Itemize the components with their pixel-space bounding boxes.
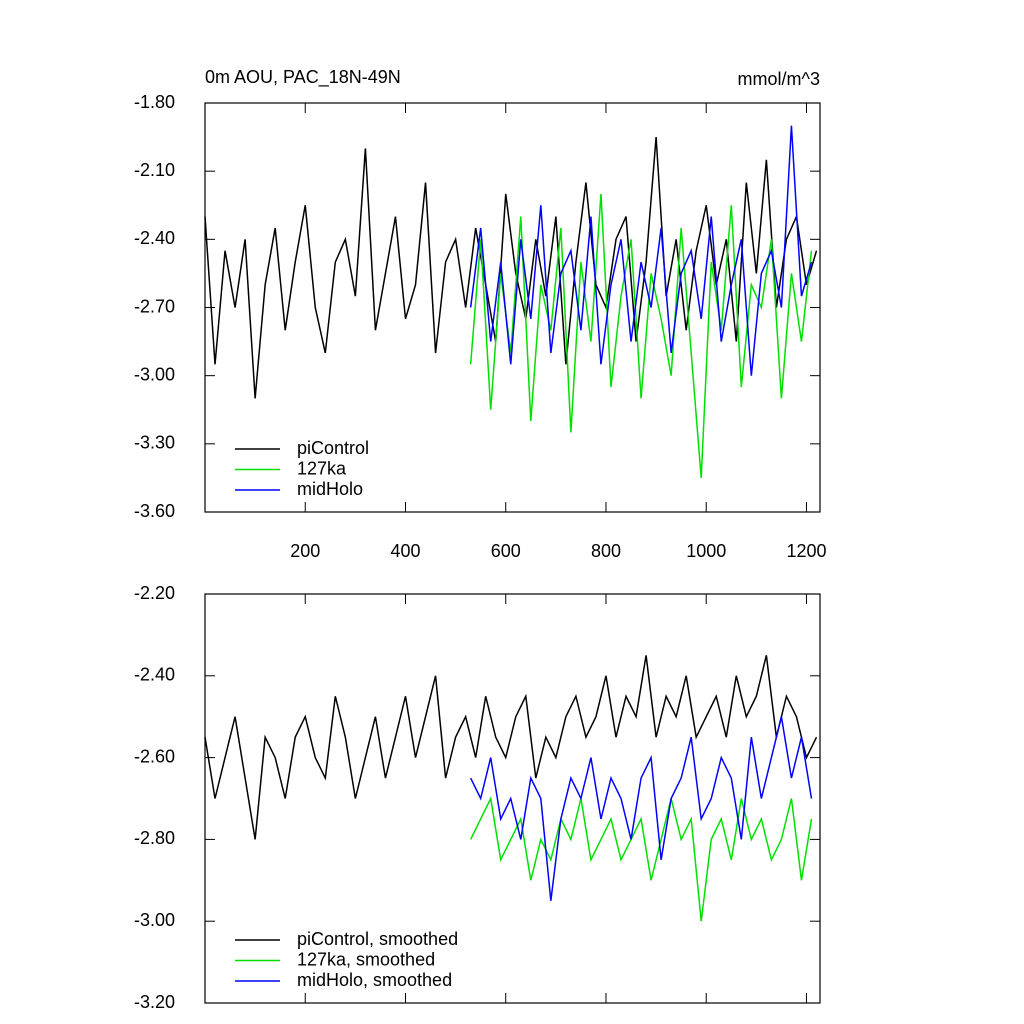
y-tick-label: -3.30: [134, 433, 175, 453]
legend-label: 127ka, smoothed: [297, 949, 435, 969]
x-tick-label: 600: [491, 541, 521, 561]
data-line: [204, 655, 818, 840]
y-tick-label: -3.60: [134, 501, 175, 521]
y-tick-label: -2.20: [134, 583, 175, 603]
chart-title: 0m AOU, PAC_18N-49N: [205, 67, 401, 88]
x-tick-label: 800: [591, 541, 621, 561]
y-tick-label: -3.20: [134, 992, 175, 1012]
legend-label: 127ka: [297, 458, 347, 478]
data-line: [469, 716, 813, 901]
y-tick-label: -1.80: [134, 92, 175, 112]
y-tick-label: -2.60: [134, 746, 175, 766]
data-line: [469, 125, 813, 376]
x-tick-label: 1000: [686, 541, 726, 561]
plot-frame: [204, 102, 821, 513]
x-tick-label: 400: [390, 541, 420, 561]
y-tick-label: -3.00: [134, 364, 175, 384]
x-tick-label: 1200: [786, 541, 826, 561]
x-tick-label: 200: [290, 541, 320, 561]
y-tick-label: -2.40: [134, 228, 175, 248]
y-tick-label: -3.00: [134, 910, 175, 930]
units-label: mmol/m^3: [738, 69, 820, 89]
data-line: [204, 137, 818, 399]
y-tick-label: -2.40: [134, 665, 175, 685]
data-line: [469, 796, 813, 922]
y-tick-label: -2.70: [134, 296, 175, 316]
plot-frame: [204, 593, 821, 1004]
legend-label: piControl, smoothed: [297, 929, 458, 949]
data-line: [469, 193, 813, 478]
legend-label: midHolo: [297, 479, 363, 499]
y-tick-label: -2.10: [134, 160, 175, 180]
legend-label: midHolo, smoothed: [297, 970, 452, 990]
y-tick-label: -2.80: [134, 828, 175, 848]
legend-label: piControl: [297, 438, 369, 458]
